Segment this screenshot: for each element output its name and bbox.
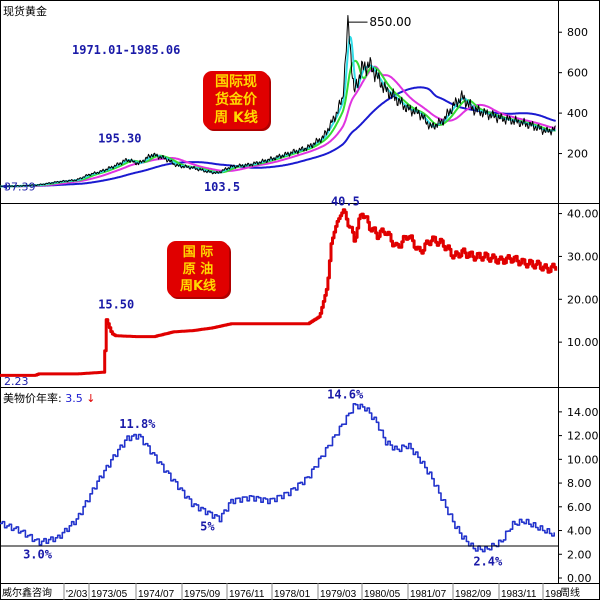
- gold-price-line: [0, 15, 556, 188]
- cpi-current-value: 3.5: [65, 392, 83, 405]
- cpi-y-tick-label: 2.00: [567, 548, 592, 561]
- footer-frequency: 周线: [560, 588, 580, 599]
- x-axis-date-label: 1979/03: [320, 589, 357, 600]
- gold-weekly-badge: 国际现 货金价 周 K线: [203, 71, 269, 129]
- oil-price-line: [0, 208, 558, 377]
- cpi-y-tick-label: 4.00: [567, 525, 592, 538]
- cpi-annotation-1983: 2.4%: [473, 555, 503, 569]
- cpi-y-tick-label: 14.00: [567, 406, 599, 419]
- cpi-title-label: 美物价年率:: [3, 392, 62, 405]
- gold-ma-green-line: [0, 59, 556, 188]
- oil-y-tick-label: 40.00: [567, 208, 599, 221]
- x-axis-date-label: 1980/05: [364, 589, 401, 600]
- gold-badge-line-1: 国际现: [215, 74, 257, 90]
- gold-badge-line-2: 货金价: [215, 92, 257, 108]
- x-axis-date-label: 1978/01: [274, 589, 311, 600]
- cpi-y-tick-label: 10.00: [567, 453, 599, 466]
- gold-panel-title: 现货黄金: [3, 5, 47, 18]
- cpi-rate-line: [0, 403, 555, 553]
- gold-start-arrow-icon: [2, 183, 7, 190]
- cpi-y-tick-label: 12.00: [567, 430, 599, 443]
- gold-ma-cyan-line: [0, 35, 556, 188]
- cpi-y-tick-label: 6.00: [567, 501, 592, 514]
- cpi-panel-title: 美物价年率: 3.5 ↓: [3, 390, 95, 406]
- x-axis-date-label: 1976/11: [229, 589, 265, 600]
- x-axis-date-label: 1974/07: [138, 589, 175, 600]
- cpi-y-tick-label: 0.00: [567, 572, 592, 585]
- gold-y-tick-label: 400: [567, 107, 588, 120]
- oil-annotation-1973: 15.50: [98, 298, 134, 312]
- x-axis-date-label: '2/03: [66, 589, 88, 600]
- oil-annotation-peak-1980: 40.5: [331, 194, 360, 208]
- gold-y-tick-label: 600: [567, 67, 588, 80]
- cpi-down-arrow-icon: ↓: [86, 392, 96, 405]
- cpi-annotation-1972: 3.0%: [23, 547, 53, 561]
- gold-ma-magenta-line: [0, 65, 556, 188]
- gold-annotation-low-1976: 103.5: [204, 180, 240, 194]
- footer-source: 威尔鑫咨询: [2, 588, 52, 599]
- x-axis-date-label: 1981/07: [410, 589, 447, 600]
- oil-y-tick-label: 10.00: [567, 336, 599, 349]
- gold-badge-line-3: 周 K线: [214, 110, 258, 126]
- gold-ma-blue-line: [0, 86, 556, 188]
- cpi-annotation-1980: 14.6%: [327, 388, 364, 402]
- cpi-annotation-1976: 5%: [200, 520, 215, 534]
- cpi-y-tick-label: 8.00: [567, 477, 592, 490]
- cpi-annotation-1974: 11.8%: [119, 417, 156, 431]
- x-axis-date-label: 1982/09: [455, 589, 492, 600]
- gold-annotation-start: 37.39: [4, 180, 36, 193]
- x-axis-date-label: 1975/09: [184, 589, 221, 600]
- oil-badge-line-1: 国 际: [182, 245, 214, 260]
- oil-y-tick-label: 30.00: [567, 250, 599, 263]
- x-axis-date-label: 1983/11: [501, 589, 537, 600]
- oil-annotation-start: 2.23: [4, 375, 29, 388]
- gold-y-tick-label: 200: [567, 148, 588, 161]
- oil-badge-line-3: 周K线: [179, 279, 217, 294]
- x-axis-date-label: 1973/05: [91, 589, 128, 600]
- period-label: 1971.01-1985.06: [72, 43, 181, 57]
- oil-weekly-badge: 国 际 原 油 周K线: [167, 241, 229, 297]
- oil-badge-line-2: 原 油: [182, 262, 214, 277]
- gold-y-tick-label: 800: [567, 26, 588, 39]
- x-axis-date-label: 198: [545, 589, 562, 600]
- gold-annotation-high-1974: 195.30: [98, 132, 141, 146]
- oil-y-tick-label: 20.00: [567, 293, 599, 306]
- gold-annotation-peak-1980: 850.00: [369, 15, 411, 29]
